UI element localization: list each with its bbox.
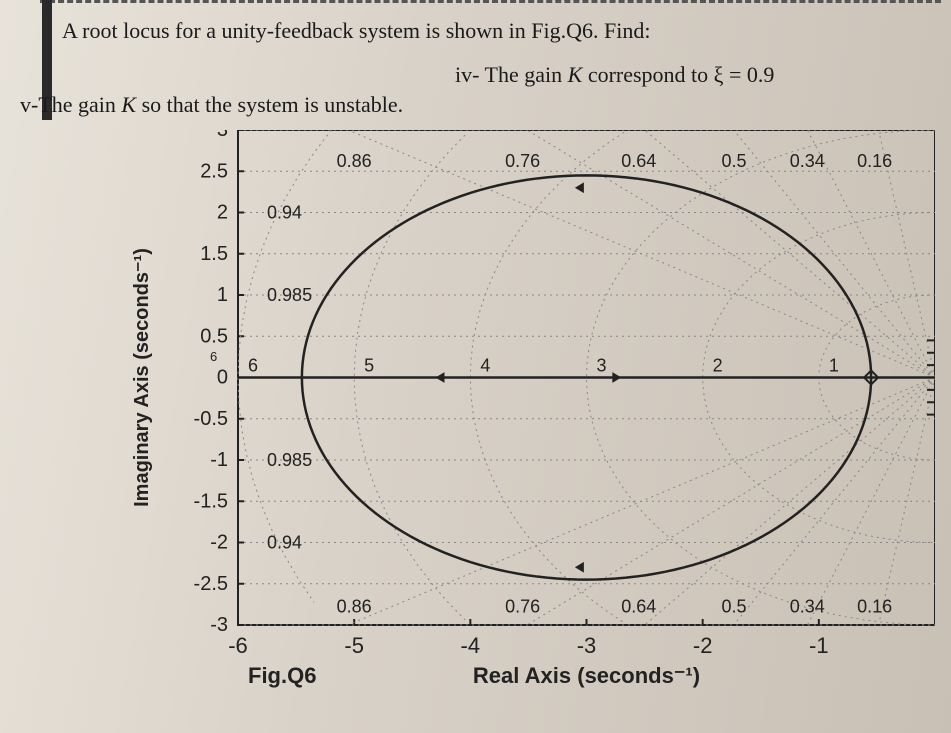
wn-label: 1 (829, 356, 839, 376)
axis-zero-sup: 6 (210, 349, 217, 364)
wn-label: 3 (597, 356, 607, 376)
zeta-label-top: 0.16 (857, 151, 892, 171)
zeta-label-side: 0.985 (267, 285, 312, 305)
iv-suffix: correspond to ξ = 0.9 (582, 62, 774, 87)
arrowhead (612, 372, 621, 383)
ytick-label: -1 (210, 449, 228, 471)
xtick-label: -5 (344, 633, 364, 658)
wn-label: 6 (248, 356, 258, 376)
xtick-label: -4 (461, 633, 481, 658)
v-prefix: v-The gain (20, 92, 121, 117)
zeta-label-side: 0.94 (267, 203, 302, 223)
wn-label: 5 (364, 356, 374, 376)
xtick-label: -3 (577, 633, 597, 658)
zeta-ray (529, 378, 935, 624)
zeta-label-top: 0.64 (621, 151, 656, 171)
xtick-label: -6 (228, 633, 248, 658)
ytick-label: 2.5 (200, 160, 228, 182)
figure-caption: Fig.Q6 (248, 663, 316, 688)
ytick-label: 1.5 (200, 243, 228, 265)
zeta-label-top: 0.86 (337, 151, 372, 171)
zeta-label-side: 0.94 (267, 533, 302, 553)
v-suffix: so that the system is unstable. (136, 92, 403, 117)
zeta-label-bot: 0.5 (722, 597, 747, 617)
wn-label: 2 (713, 356, 723, 376)
zeta-label-bot: 0.34 (790, 597, 825, 617)
arrowhead (435, 372, 444, 383)
zeta-label-top: 0.5 (722, 151, 747, 171)
problem-line-iv: iv- The gain K correspond to ξ = 0.9 (455, 62, 774, 88)
zeta-ray (735, 131, 935, 377)
arrowhead (575, 182, 584, 193)
page-root: { "problem": { "line1_a": "A root locus … (0, 0, 951, 733)
ytick-label: 0.5 (200, 325, 228, 347)
ytick-label: -2 (210, 532, 228, 554)
zeta-ray (879, 378, 935, 622)
v-k: K (121, 92, 136, 117)
ytick-label: 1 (217, 284, 228, 306)
wn-label: 4 (480, 356, 490, 376)
ylabel: Imaginary Axis (seconds⁻¹) (131, 248, 153, 507)
iv-k: K (568, 62, 583, 87)
zeta-label-bot: 0.86 (337, 597, 372, 617)
root-locus-plot: 32.521.510.50-0.5-1-1.5-2-2.5-3-6-5-4-3-… (120, 130, 935, 670)
xlabel: Real Axis (seconds⁻¹) (473, 663, 700, 688)
zeta-label-bot: 0.64 (621, 597, 656, 617)
ytick-label: 3 (217, 130, 228, 141)
zeta-label-bot: 0.16 (857, 597, 892, 617)
zeta-label-top: 0.76 (505, 151, 540, 171)
zeta-ray (735, 378, 935, 624)
arrowhead (575, 562, 584, 573)
ytick-label: 0 (217, 367, 228, 389)
xtick-label: -1 (809, 633, 829, 658)
ytick-label: -1.5 (194, 490, 228, 512)
problem-line-1: A root locus for a unity-feedback system… (62, 18, 650, 44)
page-top-border (40, 0, 941, 7)
xtick-label: -2 (693, 633, 713, 658)
zeta-label-top: 0.34 (790, 151, 825, 171)
zeta-label-bot: 0.76 (505, 597, 540, 617)
zeta-ray (351, 378, 935, 624)
ytick-label: 2 (217, 202, 228, 224)
plot-svg: 32.521.510.50-0.5-1-1.5-2-2.5-3-6-5-4-3-… (120, 130, 935, 730)
zeta-label-side: 0.985 (267, 450, 312, 470)
ytick-label: -3 (210, 614, 228, 636)
ytick-label: -2.5 (194, 573, 228, 595)
iv-prefix: iv- The gain (455, 62, 568, 87)
ytick-label: -0.5 (194, 408, 228, 430)
problem-line-v: v-The gain K so that the system is unsta… (20, 92, 403, 118)
